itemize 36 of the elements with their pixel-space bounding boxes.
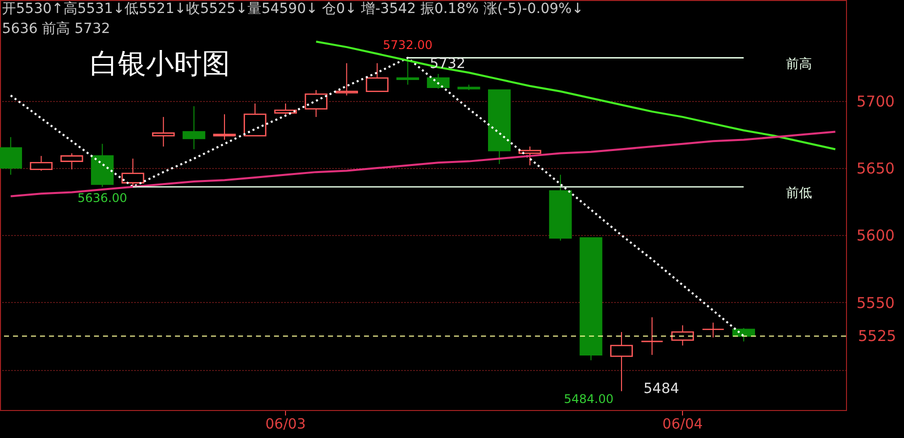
text: 前高 <box>786 56 812 72</box>
candlestick <box>152 116 175 148</box>
candlestick <box>396 57 420 86</box>
candlestick <box>122 158 144 188</box>
y-tick-label: 5700 <box>856 92 895 110</box>
annotation: 5636.00 <box>78 190 128 205</box>
candlestick <box>702 322 724 338</box>
annotation: 5636 前高 5732 <box>2 21 110 37</box>
candlestick <box>213 114 236 140</box>
line-series <box>315 40 836 150</box>
y-tick-label: 5550 <box>856 294 895 312</box>
annotation: 开5530↑高5531↓低5521↓收5525↓量54590↓ 仓0↓ 增-3542 振0.18% 涨(-5)-0.09%↓ <box>2 1 584 17</box>
ref-line-label: 5525 <box>858 327 896 346</box>
x-tick-label: 06/04 <box>662 416 703 432</box>
candlestick <box>640 316 664 356</box>
candlestick <box>182 106 206 150</box>
y-tick-label: 5600 <box>856 226 895 245</box>
annotation: 5732 <box>430 56 466 72</box>
text: 前低 <box>786 186 812 201</box>
candlestick <box>366 62 389 92</box>
text: 白银小时图 <box>90 47 230 80</box>
candlestick <box>244 103 266 136</box>
candlestick <box>518 146 542 166</box>
annotation: 5732.00 <box>382 38 433 52</box>
candlestick <box>304 90 328 118</box>
candlestick <box>671 324 694 346</box>
y-tick-label: 5650 <box>856 160 895 178</box>
annotation: 5484.00 <box>564 392 614 406</box>
x-tick-label: 06/03 <box>265 416 306 432</box>
annotation: 5484 <box>644 381 680 398</box>
candlestick <box>274 103 297 115</box>
candlestick <box>335 62 358 96</box>
candlestick <box>0 136 22 176</box>
candlestick <box>610 332 633 392</box>
candlestick <box>60 152 84 170</box>
candlestick <box>30 155 53 172</box>
